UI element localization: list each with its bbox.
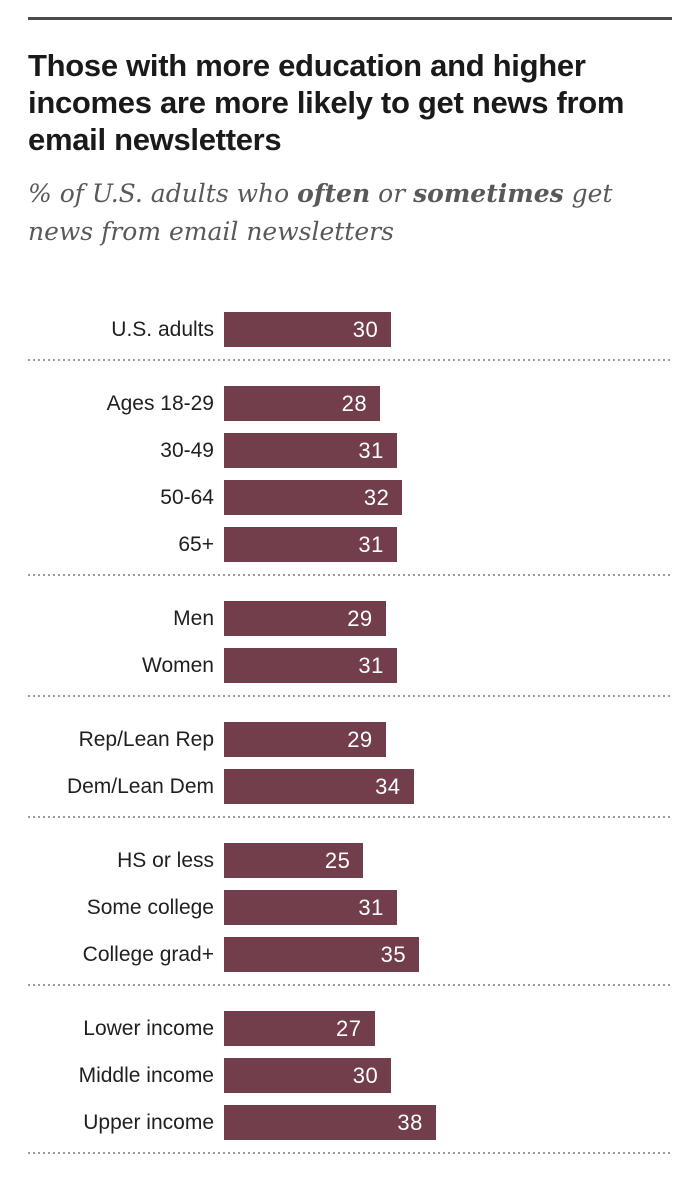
bar-row: 50-64 32 [28,480,672,516]
category-label: Ages 18-29 [106,391,214,415]
bar-track: 31 [224,527,447,563]
bar-value-label: 29 [347,605,373,631]
bar-row: Lower income 27 [28,1011,672,1047]
group-separator [28,359,672,362]
bar: 29 [224,601,386,637]
bar-track: 34 [224,769,447,805]
bar-value-label: 34 [375,773,401,799]
group-age: Ages 18-29 28 30-49 31 50-64 [28,361,672,574]
bar-track: 31 [224,890,447,926]
group-income: Lower income 27 Middle income 30 Upper i… [28,986,672,1152]
category-label: U.S. adults [111,317,214,341]
top-rule [28,17,672,20]
bar-row: 65+ 31 [28,527,672,563]
bar-track: 35 [224,937,447,973]
category-label: Lower income [83,1016,214,1040]
bar: 34 [224,769,414,805]
bar: 25 [224,843,364,879]
bar-row: Dem/Lean Dem 34 [28,769,672,805]
group-separator [28,816,672,819]
bar-row: Upper income 38 [28,1105,672,1141]
category-label: HS or less [117,848,214,872]
bar-value-label: 30 [352,1062,379,1088]
bar: 30 [224,312,392,348]
bar-track: 31 [224,433,447,469]
chart-title: Those with more education and higher inc… [28,48,625,158]
category-label: Men [173,606,214,630]
bar-value-label: 31 [358,652,384,678]
bar: 30 [224,1058,392,1094]
category-label: Dem/Lean Dem [66,774,214,798]
bar-track: 31 [224,648,447,684]
bar-chart: U.S. adults 30 Ages 18-29 28 30 [28,287,672,1155]
bar-value-label: 27 [336,1015,362,1041]
group-us-adults: U.S. adults 30 [28,287,672,359]
bar: 38 [224,1105,436,1141]
bar: 31 [224,433,397,469]
bar: 31 [224,527,397,563]
subtitle-text: % of U.S. adults who [28,178,298,208]
category-label: College grad+ [82,942,214,966]
category-label: Rep/Lean Rep [78,727,214,751]
bar: 31 [224,890,397,926]
chart-subtitle: % of U.S. adults who often or sometimes … [28,175,628,253]
category-label: 65+ [178,532,214,556]
bar-row: Rep/Lean Rep 29 [28,722,672,758]
group-party: Rep/Lean Rep 29 Dem/Lean Dem 34 [28,697,672,816]
group-separator [28,984,672,987]
group-separator [28,574,672,577]
bar-track: 32 [224,480,447,516]
bar-track: 27 [224,1011,447,1047]
bar-row: Some college 31 [28,890,672,926]
bar-track: 25 [224,843,447,879]
bar-row: Middle income 30 [28,1058,672,1094]
bar-value-label: 31 [358,531,384,557]
bar-row: U.S. adults 30 [28,312,672,348]
bar-value-label: 38 [397,1109,423,1135]
group-separator [28,1152,672,1155]
bar-row: Women 31 [28,648,672,684]
bar-track: 29 [224,722,447,758]
category-label: 30-49 [160,438,214,462]
category-label: Middle income [78,1063,214,1087]
bar-row: Ages 18-29 28 [28,386,672,422]
bar-track: 28 [224,386,447,422]
bar-value-label: 30 [352,316,379,342]
bar-value-label: 25 [324,847,351,873]
bar: 27 [224,1011,375,1047]
bar: 32 [224,480,403,516]
bar-track: 30 [224,1058,447,1094]
subtitle-emph-often: often [297,178,371,208]
subtitle-text: or [370,178,414,208]
category-label: Some college [86,895,214,919]
category-label: Women [142,653,214,677]
bar-value-label: 31 [358,437,384,463]
bar-row: 30-49 31 [28,433,672,469]
bar-value-label: 28 [341,390,368,416]
group-separator [28,695,672,698]
bar-value-label: 29 [347,726,373,752]
bar-row: HS or less 25 [28,843,672,879]
bar: 28 [224,386,381,422]
bar-track: 30 [224,312,447,348]
bar-row: College grad+ 35 [28,937,672,973]
subtitle-text: get news from email newsletters [28,178,613,247]
bar: 29 [224,722,386,758]
bar-value-label: 31 [358,894,384,920]
group-gender: Men 29 Women 31 [28,576,672,695]
bar-track: 29 [224,601,447,637]
bar: 35 [224,937,420,973]
bar-row: Men 29 [28,601,672,637]
category-label: Upper income [83,1110,214,1134]
bar-value-label: 35 [380,941,407,967]
category-label: 50-64 [160,485,214,509]
bar-value-label: 32 [363,484,390,510]
chart-page: Those with more education and higher inc… [0,17,700,1155]
group-education: HS or less 25 Some college 31 College gr… [28,818,672,984]
bar-track: 38 [224,1105,447,1141]
bar: 31 [224,648,397,684]
subtitle-emph-sometimes: sometimes [413,178,564,208]
